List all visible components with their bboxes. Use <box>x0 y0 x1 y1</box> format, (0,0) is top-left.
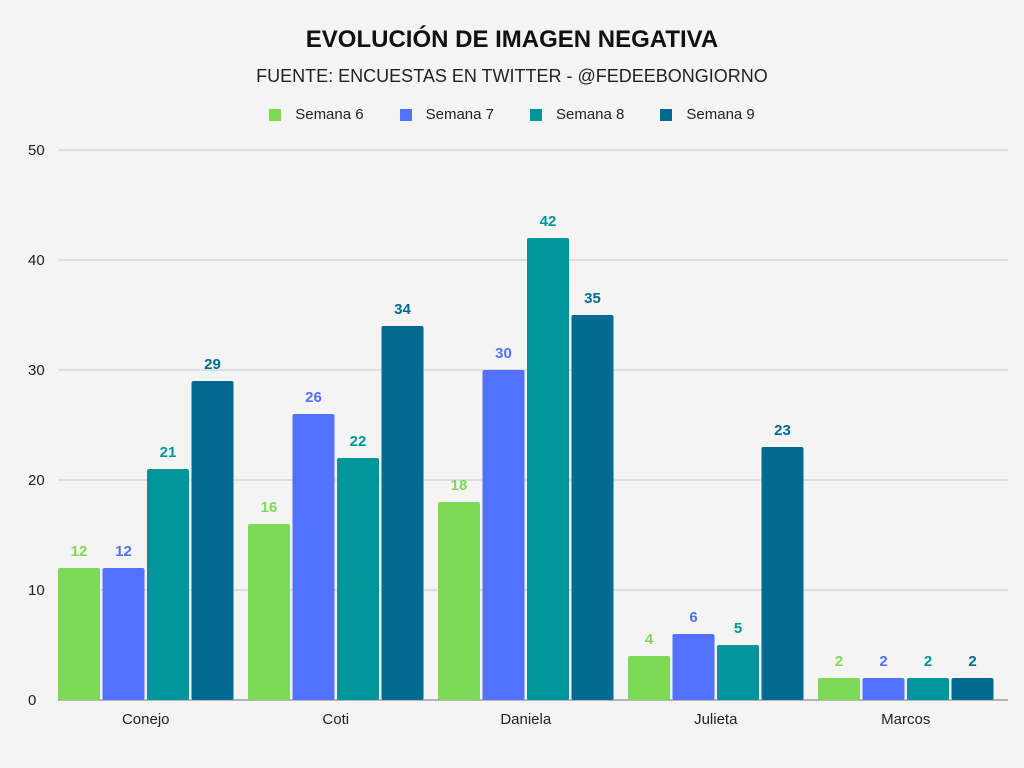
data-label: 21 <box>160 444 177 461</box>
bar <box>147 469 189 700</box>
bar <box>248 524 290 700</box>
x-tick-label: Marcos <box>881 711 930 728</box>
legend-swatch <box>660 108 673 121</box>
data-label: 2 <box>968 653 976 670</box>
legend-label: Semana 7 <box>425 106 494 123</box>
data-label: 22 <box>350 433 367 450</box>
data-label: 16 <box>261 499 278 516</box>
y-tick-label: 30 <box>28 362 45 379</box>
y-tick-label: 20 <box>28 472 45 489</box>
bar <box>951 678 994 700</box>
data-label: 2 <box>835 653 843 670</box>
data-label: 23 <box>774 422 791 439</box>
x-tick-label: Conejo <box>122 711 170 728</box>
data-label: 4 <box>645 631 654 648</box>
data-label: 30 <box>495 345 512 362</box>
data-label: 6 <box>689 609 697 626</box>
legend-swatch <box>530 108 542 121</box>
data-label: 34 <box>394 301 411 318</box>
y-tick-label: 0 <box>28 692 36 709</box>
bar <box>818 678 860 700</box>
bar <box>907 678 949 700</box>
data-label: 12 <box>115 543 132 560</box>
data-label: 12 <box>71 543 88 560</box>
bar <box>191 381 234 700</box>
legend-item: Semana 7 <box>399 106 494 123</box>
bar <box>862 678 905 700</box>
legend-swatch <box>269 108 282 121</box>
data-label: 35 <box>584 290 601 307</box>
legend-label: Semana 8 <box>556 106 625 123</box>
data-label: 18 <box>451 477 468 494</box>
data-label: 29 <box>204 356 221 373</box>
y-tick-label: 40 <box>28 252 45 269</box>
bar <box>761 447 804 700</box>
chart-title: EVOLUCIÓN DE IMAGEN NEGATIVA <box>305 26 719 53</box>
bar <box>571 315 614 700</box>
bar <box>482 370 525 700</box>
legend-item: Semana 9 <box>660 106 755 123</box>
bar <box>292 414 335 700</box>
bar <box>527 238 569 700</box>
bar <box>58 568 100 700</box>
legend: Semana 6 Semana 7 Semana 8 Semana 9 <box>0 106 1024 123</box>
bar <box>717 645 759 700</box>
legend-item: Semana 6 <box>269 106 364 123</box>
bar <box>628 656 670 700</box>
y-tick-label: 50 <box>28 142 45 159</box>
y-tick-label: 10 <box>28 582 45 599</box>
x-tick-label: Coti <box>322 711 349 728</box>
data-label: 2 <box>924 653 932 670</box>
legend-item: Semana 8 <box>530 106 624 123</box>
data-label: 26 <box>305 389 322 406</box>
bar <box>381 326 424 700</box>
bar <box>438 502 480 700</box>
bar <box>102 568 145 700</box>
data-label: 5 <box>734 620 742 637</box>
data-label: 2 <box>879 653 887 670</box>
bar <box>337 458 379 700</box>
legend-label: Semana 9 <box>686 106 755 123</box>
chart-subtitle: FUENTE: ENCUESTAS EN TWITTER - @FEDEEBON… <box>256 66 768 86</box>
legend-swatch <box>399 108 412 121</box>
bar <box>672 634 715 700</box>
legend-label: Semana 6 <box>295 106 364 123</box>
x-tick-label: Daniela <box>500 711 552 728</box>
x-tick-label: Julieta <box>694 711 738 728</box>
data-label: 42 <box>540 213 557 230</box>
